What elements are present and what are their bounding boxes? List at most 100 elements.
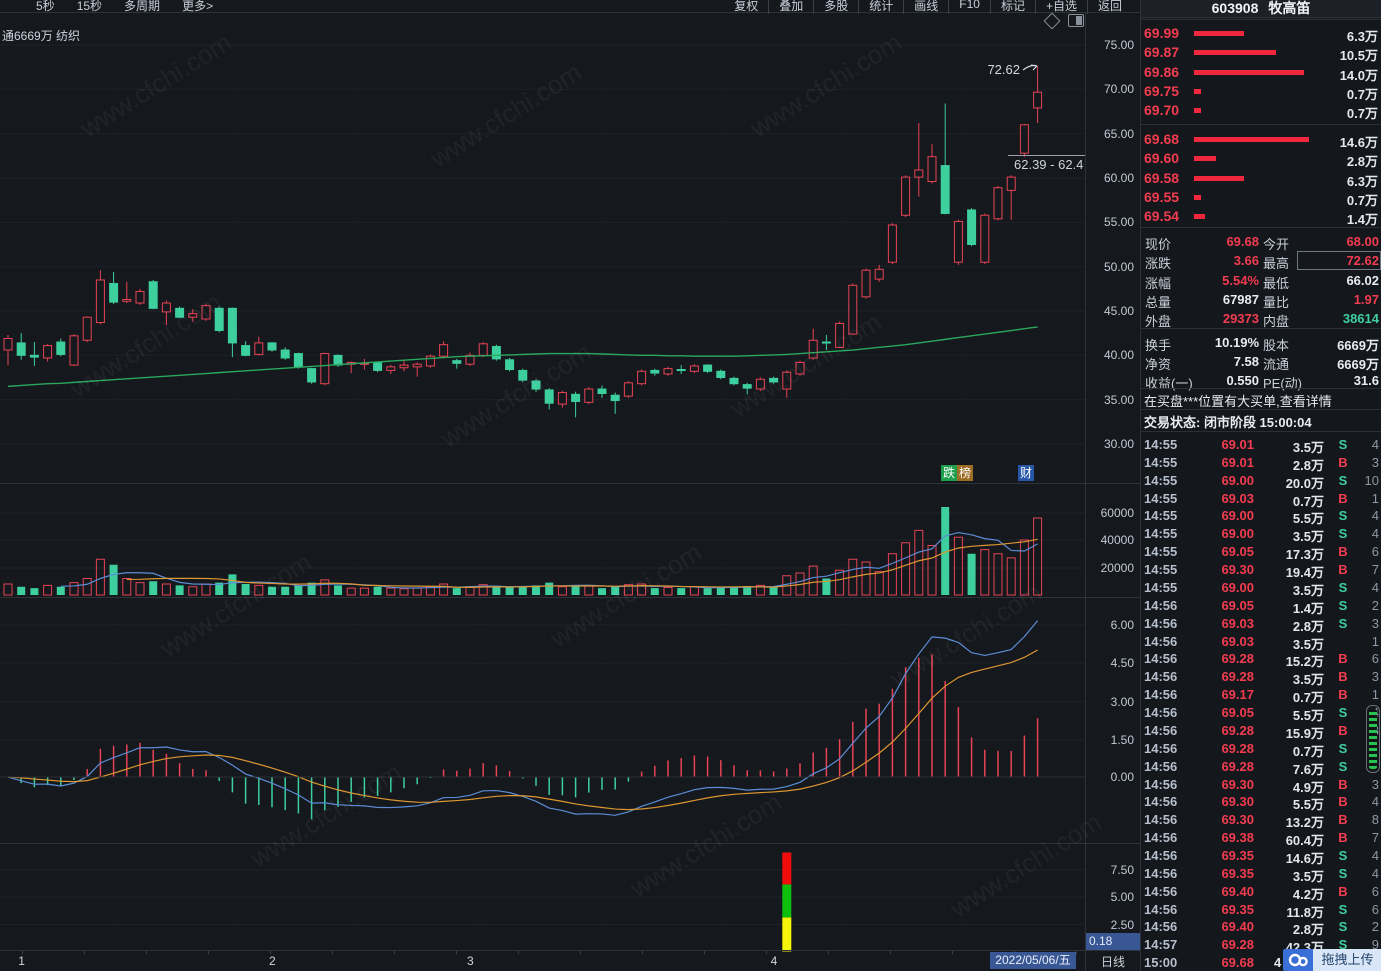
toolbar-item-F10[interactable]: F10 <box>948 0 990 14</box>
badge-rank-list[interactable]: 榜 <box>957 465 973 481</box>
tick-time: 14:56 <box>1144 669 1178 685</box>
toolbar-item-15秒[interactable]: 15秒 <box>76 0 103 13</box>
axis-minor-tick <box>704 951 705 954</box>
badge-finance[interactable]: 财 <box>1018 465 1034 481</box>
stock-header[interactable]: 603908 牧高笛 <box>1141 0 1381 18</box>
toolbar-item-多周期[interactable]: 多周期 <box>124 0 161 13</box>
toolbar-item-返回[interactable]: 返回 <box>1086 0 1132 14</box>
ask-row[interactable]: 69.99 6.3万 <box>1141 23 1381 44</box>
bid-row-price: 69.60 <box>1144 150 1180 167</box>
info-row: 外盘 29373 内盘 38614 <box>1141 309 1381 329</box>
tick-row: 14:56 69.28 15.2万 B 6 <box>1141 649 1381 669</box>
period-selector[interactable]: 日线 <box>1100 955 1125 969</box>
upload-button-label: 拖拽上传 <box>1313 949 1381 971</box>
toolbar-item-画线[interactable]: 画线 <box>903 0 948 14</box>
chart-tools-toolbar: 复权 叠加 多股 统计 画线 F10 标记 +自选 返回 <box>724 0 1132 14</box>
panel-layout-icon[interactable] <box>1068 14 1084 27</box>
info-value-涨跌: 3.66 <box>1233 253 1259 269</box>
tick-time: 14:56 <box>1144 776 1178 792</box>
tick-price: 69.05 <box>1221 597 1254 613</box>
badge-fall-rank[interactable]: 跌 <box>941 465 957 481</box>
toolbar-item-叠加[interactable]: 叠加 <box>768 0 813 14</box>
ask-row[interactable]: 69.87 10.5万 <box>1141 42 1381 63</box>
month-label: 2 <box>269 954 276 968</box>
info-value-股本: 6669万 <box>1337 337 1379 353</box>
axis-minor-tick <box>146 951 147 954</box>
tick-count: 1 <box>1371 687 1379 703</box>
tick-price: 69.38 <box>1221 830 1254 846</box>
info-row: 涨跌 3.66 最高 72.62 <box>1141 251 1381 272</box>
tick-price: 69.28 <box>1221 740 1254 756</box>
tick-list-scrollbar-thumb[interactable] <box>1366 705 1380 773</box>
tick-volume: 2.8万 <box>1292 922 1324 938</box>
info-value-量比: 1.97 <box>1353 291 1379 307</box>
stock-name: 牧高笛 <box>1268 0 1311 16</box>
tick-time: 15:00 <box>1144 955 1178 971</box>
ask-row[interactable]: 69.86 14.0万 <box>1141 62 1381 83</box>
bid-row-bar <box>1194 137 1309 142</box>
macd-axis-tick: 4.50 <box>1110 656 1134 670</box>
bid-row[interactable]: 69.58 6.3万 <box>1141 168 1381 189</box>
tick-row: 14:55 69.03 0.7万 B 1 <box>1141 489 1381 509</box>
tick-price: 69.00 <box>1221 526 1254 542</box>
tick-side: B <box>1338 812 1348 828</box>
tick-volume: 19.4万 <box>1285 565 1324 581</box>
big-order-notice[interactable]: 在买盘***位置有大买单,查看详情 <box>1144 394 1332 409</box>
toolbar-item-统计[interactable]: 统计 <box>858 0 903 14</box>
bid-row[interactable]: 69.60 2.8万 <box>1141 148 1381 169</box>
ask-row[interactable]: 69.70 0.7万 <box>1141 100 1381 121</box>
info-label: 涨跌 <box>1145 256 1172 272</box>
tick-count: 2 <box>1371 919 1379 935</box>
ask-row[interactable]: 69.75 0.7万 <box>1141 81 1381 102</box>
indicator-value-box: 0.18 <box>1086 933 1140 950</box>
indicator-axis-tick: 7.50 <box>1110 863 1134 877</box>
tick-time: 14:55 <box>1144 544 1178 560</box>
kline-chart[interactable] <box>0 0 1140 971</box>
tick-price: 69.30 <box>1221 794 1254 810</box>
panel-separator <box>1141 409 1381 410</box>
info-label: 换手 <box>1145 337 1172 353</box>
bid-row-price: 69.58 <box>1144 169 1180 186</box>
tick-count: 10 <box>1364 472 1379 488</box>
panel-separator <box>1141 124 1381 125</box>
panel-separator <box>1141 328 1381 329</box>
toolbar-item-复权[interactable]: 复权 <box>734 0 759 13</box>
axis-minor-tick <box>208 951 209 954</box>
bid-row[interactable]: 69.54 1.4万 <box>1141 206 1381 227</box>
tick-row: 14:56 69.03 3.5万 1 <box>1141 632 1381 652</box>
tick-time: 14:55 <box>1144 437 1178 452</box>
toolbar-item-5秒[interactable]: 5秒 <box>36 0 55 13</box>
tick-side: S <box>1338 848 1348 863</box>
toolbar-item-更多>[interactable]: 更多> <box>182 0 214 13</box>
toolbar-item-标记[interactable]: 标记 <box>989 0 1035 14</box>
tick-row: 14:56 69.30 4.9万 B 3 <box>1141 775 1381 795</box>
tick-side: B <box>1338 794 1348 810</box>
tick-price: 69.00 <box>1221 472 1254 488</box>
bid-row-volume: 0.7万 <box>1346 192 1378 208</box>
volume-axis-tick: 40000 <box>1100 533 1134 547</box>
tick-count: 4 <box>1371 437 1379 452</box>
toolbar-item-多股[interactable]: 多股 <box>813 0 858 14</box>
info-label: 涨幅 <box>1145 275 1172 291</box>
tick-side: S <box>1338 758 1348 774</box>
tick-price: 69.28 <box>1221 758 1254 774</box>
bid-row[interactable]: 69.55 0.7万 <box>1141 187 1381 208</box>
crosshair-date-box[interactable]: 2022/05/06/五 <box>990 952 1076 969</box>
tick-price: 69.03 <box>1221 633 1254 649</box>
drag-upload-button[interactable]: 拖拽上传 <box>1283 949 1381 971</box>
tick-time: 14:56 <box>1144 687 1178 703</box>
tick-side: B <box>1338 544 1348 560</box>
tick-time: 14:56 <box>1144 633 1178 649</box>
tick-count: 2 <box>1371 597 1379 613</box>
toolbar-item-+自选[interactable]: +自选 <box>1034 0 1087 14</box>
tick-time: 14:56 <box>1144 722 1178 738</box>
price-axis-tick: 40.00 <box>1103 348 1134 363</box>
price-axis-tick: 60.00 <box>1103 170 1134 185</box>
tick-time: 14:55 <box>1144 508 1178 524</box>
tick-time: 14:57 <box>1144 937 1178 953</box>
tick-price: 69.01 <box>1221 454 1254 470</box>
tick-price: 69.05 <box>1221 544 1254 560</box>
info-value-今开: 68.00 <box>1346 234 1379 249</box>
bid-row[interactable]: 69.68 14.6万 <box>1141 129 1381 150</box>
tick-count: 3 <box>1371 669 1379 685</box>
